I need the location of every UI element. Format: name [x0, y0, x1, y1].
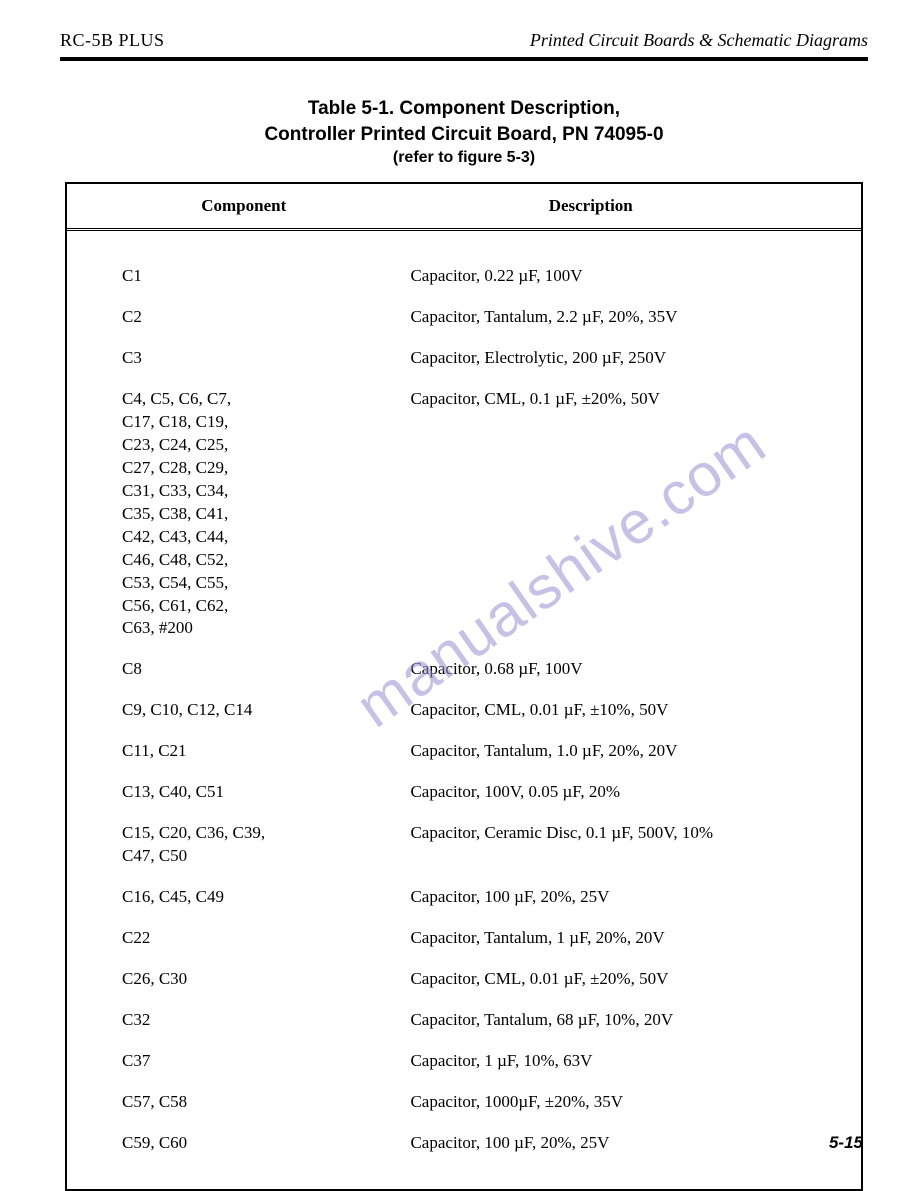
cell-component: C26, C30	[67, 968, 400, 991]
cell-component: C37	[67, 1050, 400, 1073]
title-line-3: (refer to figure 5-3)	[60, 149, 868, 167]
cell-description: Capacitor, Tantalum, 2.2 µF, 20%, 35V	[400, 306, 861, 329]
table-row: C22Capacitor, Tantalum, 1 µF, 20%, 20V	[67, 918, 861, 959]
table-row: C59, C60Capacitor, 100 µF, 20%, 25V	[67, 1123, 861, 1164]
cell-description: Capacitor, 100 µF, 20%, 25V	[400, 1132, 861, 1155]
table-row: C16, C45, C49Capacitor, 100 µF, 20%, 25V	[67, 877, 861, 918]
cell-description: Capacitor, Tantalum, 68 µF, 10%, 20V	[400, 1009, 861, 1032]
cell-description: Capacitor, 0.22 µF, 100V	[400, 265, 861, 288]
table-body: C1Capacitor, 0.22 µF, 100VC2Capacitor, T…	[67, 231, 861, 1188]
cell-description: Capacitor, Tantalum, 1 µF, 20%, 20V	[400, 927, 861, 950]
header-right-text: Printed Circuit Boards & Schematic Diagr…	[530, 30, 868, 51]
cell-description: Capacitor, 1 µF, 10%, 63V	[400, 1050, 861, 1073]
table-row: C13, C40, C51Capacitor, 100V, 0.05 µF, 2…	[67, 772, 861, 813]
cell-component: C16, C45, C49	[67, 886, 400, 909]
cell-component: C2	[67, 306, 400, 329]
column-header-description: Description	[400, 196, 861, 216]
column-header-component: Component	[67, 196, 400, 216]
cell-component: C59, C60	[67, 1132, 400, 1155]
page-header: RC-5B PLUS Printed Circuit Boards & Sche…	[60, 30, 868, 61]
cell-description: Capacitor, CML, 0.01 µF, ±20%, 50V	[400, 968, 861, 991]
cell-component: C9, C10, C12, C14	[67, 699, 400, 722]
cell-component: C15, C20, C36, C39, C47, C50	[67, 822, 400, 868]
cell-description: Capacitor, Ceramic Disc, 0.1 µF, 500V, 1…	[400, 822, 861, 845]
table-row: C11, C21Capacitor, Tantalum, 1.0 µF, 20%…	[67, 731, 861, 772]
cell-component: C22	[67, 927, 400, 950]
title-line-1: Table 5-1. Component Description,	[60, 96, 868, 122]
cell-description: Capacitor, CML, 0.1 µF, ±20%, 50V	[400, 388, 861, 411]
cell-component: C8	[67, 658, 400, 681]
component-table: Component Description C1Capacitor, 0.22 …	[65, 182, 863, 1190]
cell-component: C32	[67, 1009, 400, 1032]
table-row: C26, C30Capacitor, CML, 0.01 µF, ±20%, 5…	[67, 959, 861, 1000]
header-left-text: RC-5B PLUS	[60, 30, 165, 51]
table-row: C1Capacitor, 0.22 µF, 100V	[67, 256, 861, 297]
cell-component: C1	[67, 265, 400, 288]
table-row: C4, C5, C6, C7, C17, C18, C19, C23, C24,…	[67, 379, 861, 649]
cell-component: C11, C21	[67, 740, 400, 763]
table-row: C8Capacitor, 0.68 µF, 100V	[67, 649, 861, 690]
table-header-row: Component Description	[67, 184, 861, 231]
cell-component: C4, C5, C6, C7, C17, C18, C19, C23, C24,…	[67, 388, 400, 640]
cell-description: Capacitor, Electrolytic, 200 µF, 250V	[400, 347, 861, 370]
cell-description: Capacitor, Tantalum, 1.0 µF, 20%, 20V	[400, 740, 861, 763]
table-row: C37Capacitor, 1 µF, 10%, 63V	[67, 1041, 861, 1082]
table-row: C15, C20, C36, C39, C47, C50Capacitor, C…	[67, 813, 861, 877]
cell-description: Capacitor, 100V, 0.05 µF, 20%	[400, 781, 861, 804]
cell-component: C57, C58	[67, 1091, 400, 1114]
table-title-block: Table 5-1. Component Description, Contro…	[60, 96, 868, 167]
cell-component: C13, C40, C51	[67, 781, 400, 804]
table-row: C57, C58Capacitor, 1000µF, ±20%, 35V	[67, 1082, 861, 1123]
cell-description: Capacitor, CML, 0.01 µF, ±10%, 50V	[400, 699, 861, 722]
cell-description: Capacitor, 100 µF, 20%, 25V	[400, 886, 861, 909]
cell-description: Capacitor, 0.68 µF, 100V	[400, 658, 861, 681]
page-number: 5-15	[829, 1133, 863, 1153]
table-row: C32Capacitor, Tantalum, 68 µF, 10%, 20V	[67, 1000, 861, 1041]
table-row: C2Capacitor, Tantalum, 2.2 µF, 20%, 35V	[67, 297, 861, 338]
table-row: C9, C10, C12, C14Capacitor, CML, 0.01 µF…	[67, 690, 861, 731]
table-row: C3Capacitor, Electrolytic, 200 µF, 250V	[67, 338, 861, 379]
cell-component: C3	[67, 347, 400, 370]
cell-description: Capacitor, 1000µF, ±20%, 35V	[400, 1091, 861, 1114]
title-line-2: Controller Printed Circuit Board, PN 740…	[60, 122, 868, 148]
